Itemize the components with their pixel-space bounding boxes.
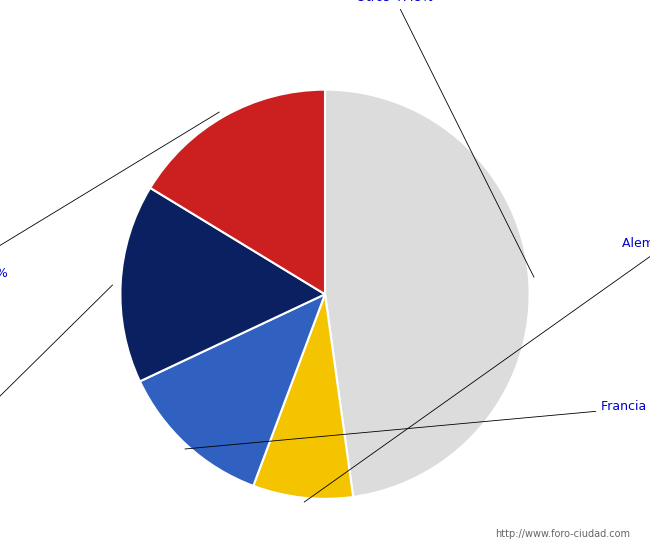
Wedge shape: [120, 188, 325, 381]
Text: Francia 12.3%: Francia 12.3%: [185, 400, 650, 449]
Text: http://www.foro-ciudad.com: http://www.foro-ciudad.com: [495, 529, 630, 539]
Text: Alguazas - Turistas extranjeros según país - Octubre de 2024: Alguazas - Turistas extranjeros según pa…: [92, 11, 558, 28]
Wedge shape: [140, 294, 325, 486]
Wedge shape: [325, 90, 530, 497]
Text: Países Bajos 15.7%: Países Bajos 15.7%: [0, 285, 112, 475]
Text: Marruecos 16.3%: Marruecos 16.3%: [0, 112, 219, 280]
Text: Alemania 7.9%: Alemania 7.9%: [304, 236, 650, 502]
Text: Otros 47.8%: Otros 47.8%: [356, 0, 534, 277]
Wedge shape: [150, 90, 325, 294]
Wedge shape: [254, 294, 353, 499]
